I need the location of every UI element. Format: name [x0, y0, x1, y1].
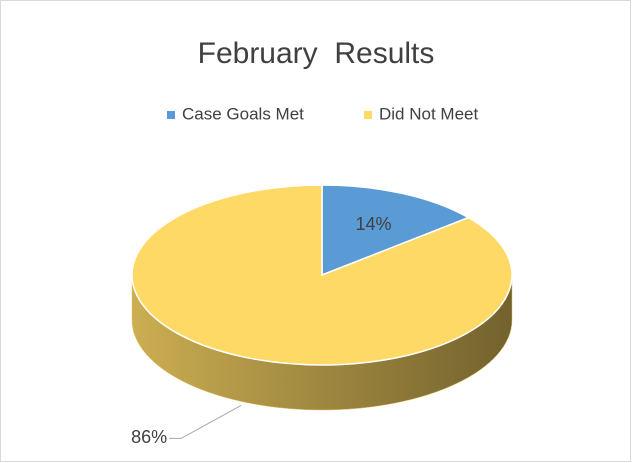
leader-line	[169, 404, 242, 439]
data-label: 86%	[131, 427, 167, 447]
legend-label: Did Not Meet	[379, 104, 478, 123]
pie-slice	[321, 184, 471, 277]
chart-title: February Results	[198, 37, 435, 70]
legend-label: Case Goals Met	[182, 104, 304, 123]
legend-swatch	[167, 111, 175, 119]
legend-swatch	[364, 111, 372, 119]
pie-slice	[131, 184, 513, 366]
data-label: 14%	[356, 214, 392, 234]
